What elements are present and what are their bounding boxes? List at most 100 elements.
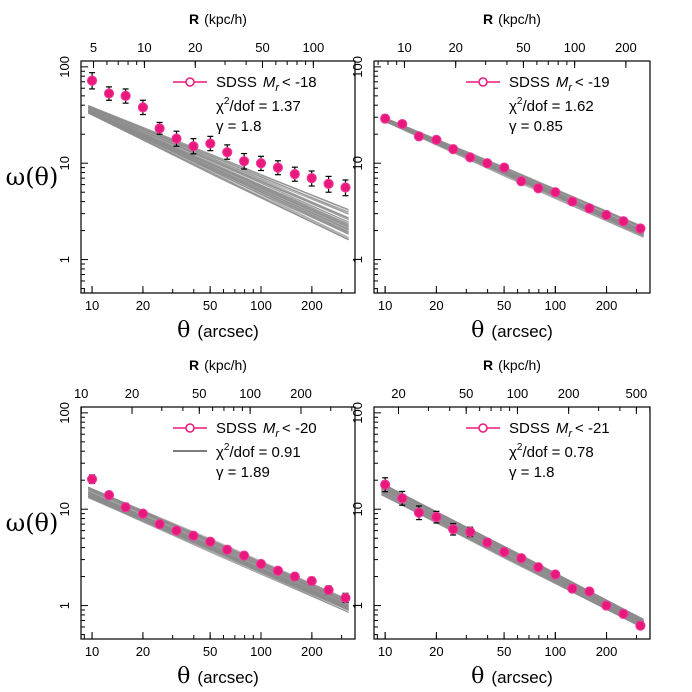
top-tick-label: 500: [626, 386, 648, 401]
x-axis-label: θ (arcsec): [471, 318, 553, 343]
top-axis-label: R (kpc/h): [483, 11, 541, 27]
legend: SDSS Mr < -21 χ2/dof = 0.78 γ = 1.8: [466, 420, 610, 481]
panel-top-left: 10 20 50 100 200 1 10 100 5 10 20 50 100 R (kpc/h) θ (ar…: [6, 11, 356, 343]
x-tick-label: 200: [596, 644, 618, 659]
top-axis-label-symbol: R: [189, 357, 199, 373]
x-tick-label: 200: [596, 298, 618, 313]
x-axis-label: θ (arcsec): [471, 664, 553, 689]
x-axis-label-symbol: θ: [471, 664, 484, 689]
legend-mag-subscript: r: [275, 428, 280, 440]
x-tick-label: 100: [544, 298, 566, 313]
model-band: [88, 486, 349, 613]
model-realization-line: [381, 116, 644, 229]
y-tick-label: 1: [350, 256, 365, 263]
x-axis-label-units: (arcsec): [491, 668, 552, 687]
top-axis-label: R (kpc/h): [189, 11, 247, 27]
data-point: [584, 203, 595, 214]
legend-sample: SDSS: [509, 420, 550, 437]
top-axis-label-units: (kpc/h): [498, 11, 541, 27]
y-axis: 1 10 100: [57, 56, 88, 290]
panel-top-right: 10 20 50 100 200 1 10 100 10 20 50 100 200 R (kpc/h) θ (…: [350, 11, 651, 343]
plot-frame: [373, 406, 651, 640]
top-tick-label: 200: [290, 386, 312, 401]
x-axis: 10 20 50 100 200: [83, 632, 343, 659]
top-axis-label-symbol: R: [483, 11, 493, 27]
legend-marker: [478, 77, 488, 87]
x-tick-label: 10: [378, 644, 392, 659]
top-axis-label-units: (kpc/h): [498, 357, 541, 373]
data-point: [120, 90, 131, 101]
y-tick-label: 100: [57, 402, 72, 424]
legend-chi2-sup: 2: [517, 96, 523, 107]
top-tick-label: 20: [125, 386, 139, 401]
top-tick-label: 10: [397, 40, 411, 55]
plot-frame: [80, 60, 356, 294]
x-tick-label: 200: [301, 298, 323, 313]
legend-marker: [478, 423, 488, 433]
data-series: [380, 113, 646, 234]
top-tick-label: 100: [507, 386, 529, 401]
y-tick-label: 10: [350, 156, 365, 170]
data-point: [482, 158, 493, 169]
data-point: [567, 196, 578, 207]
top-tick-label: 100: [239, 386, 261, 401]
data-point: [86, 474, 98, 485]
top-axis-label-units: (kpc/h): [204, 357, 247, 373]
data-point: [205, 138, 216, 149]
y-axis: 1 10 100: [57, 402, 88, 636]
top-axis-label-units: (kpc/h): [204, 11, 247, 27]
data-point: [533, 562, 544, 573]
model-realization-line: [381, 118, 644, 237]
data-point: [499, 162, 510, 173]
top-tick-label: 20: [391, 386, 405, 401]
data-point: [340, 592, 351, 604]
legend-series-label: SDSS Mr < -20: [216, 420, 317, 440]
legend-chi2-sup: 2: [224, 96, 230, 107]
model-realization-line: [88, 111, 349, 235]
legend-series-label: SDSS Mr < -18: [216, 74, 317, 94]
x-tick-label: 50: [497, 298, 511, 313]
data-point: [188, 141, 199, 152]
x-tick-label: 100: [544, 644, 566, 659]
data-point: [205, 536, 216, 547]
x-axis-label-symbol: θ: [177, 318, 190, 343]
y-axis-label: ω(θ): [6, 163, 59, 191]
top-axis: 5 10 20 50 100 R (kpc/h): [90, 11, 324, 68]
data-point: [323, 178, 334, 190]
legend-mag-subscript: r: [568, 428, 573, 440]
legend-gamma: γ = 0.85: [509, 118, 563, 135]
model-realization-line: [88, 107, 349, 224]
y-tick-label: 10: [350, 502, 365, 516]
model-band: [381, 482, 644, 629]
x-axis-label-units: (arcsec): [491, 322, 552, 341]
legend-chi2-value: /dof = 0.78: [522, 444, 593, 461]
x-axis-label-units: (arcsec): [197, 322, 258, 341]
x-axis-label-symbol: θ: [177, 664, 190, 689]
data-point: [567, 583, 578, 594]
x-tick-label: 20: [136, 644, 150, 659]
legend-mag-symbol: M: [556, 74, 569, 91]
legend-mag-subscript: r: [568, 82, 573, 94]
legend-series-label: SDSS Mr < -21: [509, 420, 610, 440]
data-point: [380, 113, 391, 124]
data-point: [482, 537, 493, 548]
model-realization-line: [381, 487, 644, 622]
data-point: [465, 526, 476, 538]
x-axis-label: θ (arcsec): [177, 318, 259, 343]
data-point: [397, 118, 408, 130]
legend-chi2: χ2/dof = 0.78: [509, 442, 594, 461]
top-tick-label: 20: [448, 40, 462, 55]
data-point: [323, 584, 334, 596]
top-tick-label: 50: [255, 40, 269, 55]
data-point: [635, 620, 646, 631]
model-realization-line: [88, 486, 349, 601]
legend-mag-cut: < -21: [575, 420, 610, 437]
top-axis: 10 20 50 100 200 R (kpc/h): [74, 357, 353, 414]
x-axis: 10 20 50 100 200: [83, 286, 343, 313]
model-realization-line: [88, 497, 349, 610]
data-point: [380, 479, 391, 490]
legend: SDSS Mr < -18 χ2/dof = 1.37 γ = 1.8: [173, 74, 317, 135]
legend-sample: SDSS: [216, 74, 257, 91]
